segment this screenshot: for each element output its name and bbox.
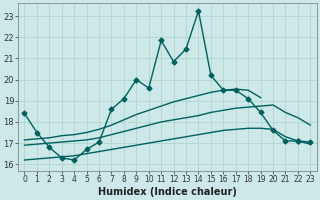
X-axis label: Humidex (Indice chaleur): Humidex (Indice chaleur) xyxy=(98,187,237,197)
